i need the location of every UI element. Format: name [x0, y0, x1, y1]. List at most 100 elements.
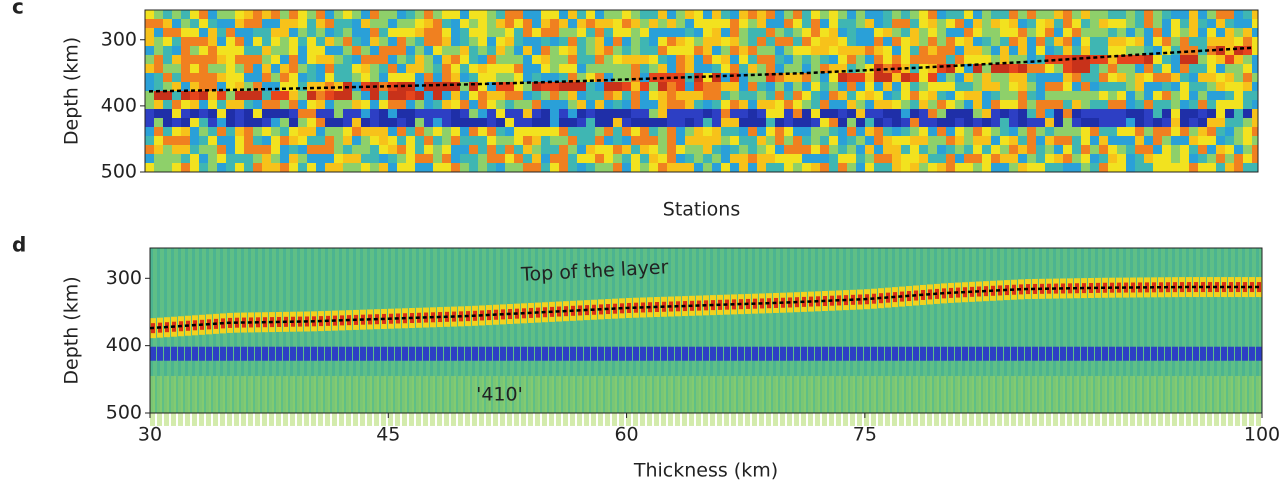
heatmap-cell — [487, 118, 496, 127]
heatmap-cell — [1099, 127, 1108, 136]
heatmap-blob — [1235, 347, 1241, 361]
heatmap-cell — [505, 55, 514, 64]
heatmap-cell — [424, 100, 433, 109]
heatmap-cell — [946, 109, 955, 118]
heatmap-cell — [1180, 73, 1189, 82]
heatmap-cell — [622, 154, 631, 163]
heatmap-cell — [1000, 82, 1009, 91]
heatmap-cell — [874, 109, 883, 118]
heatmap-cell — [217, 100, 226, 109]
heatmap-cell — [640, 55, 649, 64]
heatmap-blob — [1221, 376, 1226, 426]
heatmap-cell — [640, 127, 649, 136]
heatmap-cell — [1144, 127, 1153, 136]
heatmap-blob — [591, 347, 597, 361]
heatmap-cell — [145, 145, 154, 154]
heatmap-blob — [542, 347, 548, 361]
heatmap-cell — [451, 136, 460, 145]
heatmap-cell — [550, 46, 559, 55]
heatmap-cell — [919, 127, 928, 136]
heatmap-cell — [388, 46, 397, 55]
heatmap-cell — [415, 28, 424, 37]
heatmap-cell — [874, 100, 883, 109]
heatmap-cell — [1000, 64, 1009, 73]
heatmap-cell — [1063, 73, 1072, 82]
heatmap-blob — [556, 347, 562, 361]
heatmap-cell — [856, 127, 865, 136]
heatmap-cell — [775, 82, 784, 91]
heatmap-cell — [964, 109, 973, 118]
heatmap-cell — [640, 82, 649, 91]
heatmap-cell — [856, 109, 865, 118]
heatmap-cell — [442, 109, 451, 118]
heatmap-cell — [856, 55, 865, 64]
heatmap-cell — [820, 82, 829, 91]
heatmap-cell — [793, 28, 802, 37]
heatmap-cell — [316, 10, 325, 19]
heatmap-cell — [334, 154, 343, 163]
heatmap-cell — [955, 136, 964, 145]
heatmap-cell — [577, 10, 586, 19]
heatmap-cell — [784, 127, 793, 136]
heatmap-cell — [172, 19, 181, 28]
heatmap-blob — [633, 347, 639, 361]
heatmap-cell — [1000, 10, 1009, 19]
heatmap-cell — [937, 154, 946, 163]
heatmap-cell — [973, 55, 982, 64]
heatmap-cell — [1135, 37, 1144, 46]
heatmap-cell — [721, 136, 730, 145]
heatmap-cell — [757, 82, 766, 91]
heatmap-cell — [460, 37, 469, 46]
heatmap-cell — [307, 28, 316, 37]
heatmap-cell — [244, 10, 253, 19]
heatmap-cell — [1036, 28, 1045, 37]
heatmap-cell — [217, 154, 226, 163]
heatmap-cell — [1189, 73, 1198, 82]
heatmap-cell — [1018, 118, 1027, 127]
heatmap-cell — [217, 118, 226, 127]
heatmap-cell — [1216, 145, 1225, 154]
heatmap-cell — [1072, 127, 1081, 136]
heatmap-cell — [280, 163, 289, 172]
heatmap-cell — [739, 145, 748, 154]
heatmap-cell — [1243, 82, 1252, 91]
heatmap-cell — [1189, 100, 1198, 109]
heatmap-cell — [820, 145, 829, 154]
heatmap-cell — [721, 118, 730, 127]
heatmap-blob — [1123, 347, 1129, 361]
heatmap-cell — [595, 145, 604, 154]
heatmap-cell — [964, 145, 973, 154]
heatmap-cell — [928, 154, 937, 163]
heatmap-cell — [262, 145, 271, 154]
heatmap-cell — [469, 109, 478, 118]
heatmap-blob — [969, 347, 975, 361]
heatmap-cell — [1063, 46, 1072, 55]
heatmap-cell — [811, 73, 820, 82]
y-tick-label: 500 — [101, 161, 137, 183]
heatmap-cell — [1180, 91, 1189, 100]
heatmap-cell — [973, 28, 982, 37]
heatmap-cell — [586, 145, 595, 154]
heatmap-cell — [370, 109, 379, 118]
heatmap-cell — [712, 118, 721, 127]
heatmap-blob — [710, 347, 716, 361]
heatmap-cell — [244, 118, 253, 127]
heatmap-cell — [982, 145, 991, 154]
heatmap-cell — [559, 55, 568, 64]
heatmap-cell — [568, 64, 577, 73]
heatmap-cell — [676, 91, 685, 100]
heatmap-blob — [1025, 347, 1031, 361]
heatmap-cell — [586, 37, 595, 46]
heatmap-cell — [829, 19, 838, 28]
heatmap-cell — [199, 64, 208, 73]
heatmap-cell — [667, 37, 676, 46]
heatmap-cell — [874, 82, 883, 91]
heatmap-cell — [667, 100, 676, 109]
heatmap-cell — [145, 19, 154, 28]
heatmap-cell — [271, 10, 280, 19]
heatmap-blob — [1228, 347, 1234, 361]
heatmap-blob — [297, 347, 303, 361]
heatmap-cell — [289, 37, 298, 46]
heatmap-cell — [550, 10, 559, 19]
heatmap-cell — [154, 100, 163, 109]
